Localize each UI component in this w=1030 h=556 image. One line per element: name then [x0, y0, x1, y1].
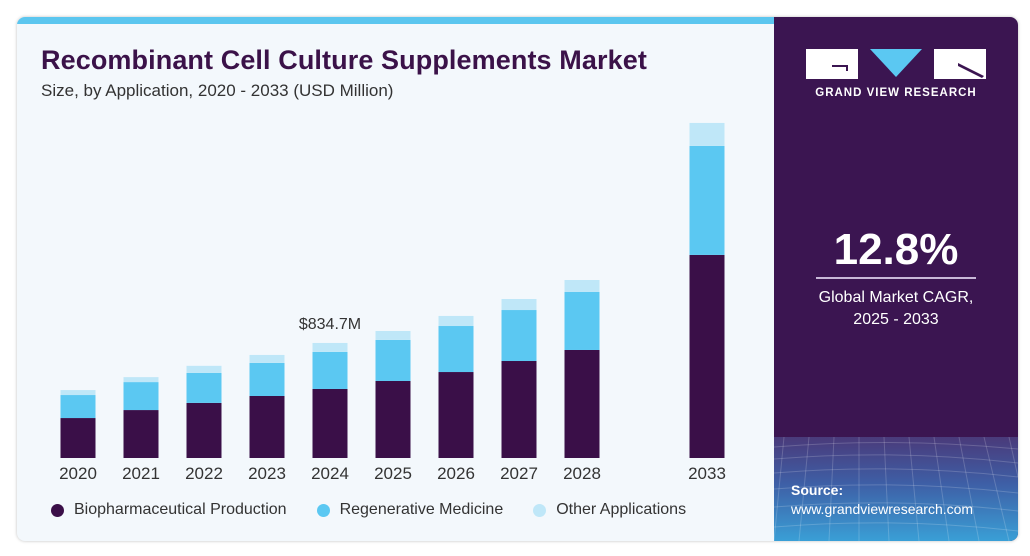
x-tick-label: 2025: [374, 464, 412, 483]
legend-dot-icon: [51, 503, 64, 517]
data-label-2024: $834.7M: [299, 316, 361, 333]
bar-2027-other-applications: [501, 299, 537, 311]
bar-2022-biopharmaceutical-production: [186, 402, 222, 458]
accent-bar: [17, 17, 775, 24]
grid-pattern-icon: [774, 437, 1018, 541]
legend-item-other: Other Applications: [533, 501, 686, 519]
x-tick-label: 2021: [122, 464, 160, 483]
bar-2025-other-applications: [375, 330, 411, 340]
source-url[interactable]: www.grandviewresearch.com: [791, 501, 974, 517]
x-tick-label: 2026: [437, 464, 475, 483]
bar-2023-other-applications: [249, 354, 285, 363]
legend-dot-icon: [533, 503, 547, 517]
cagr-divider: [816, 277, 976, 279]
grand-view-research-logo-icon: [806, 49, 986, 79]
infographic-card: Recombinant Cell Culture Supplements Mar…: [17, 17, 1018, 541]
bar-2028-regenerative-medicine: [564, 291, 600, 350]
bar-2028-biopharmaceutical-production: [564, 349, 600, 458]
legend-item-regenerative: Regenerative Medicine: [316, 501, 504, 519]
decorative-grid-background: Source: www.grandviewresearch.com: [774, 437, 1018, 541]
cagr-value: 12.8%: [833, 225, 959, 274]
bar-2021-biopharmaceutical-production: [123, 410, 159, 458]
bar-2023-biopharmaceutical-production: [249, 396, 285, 458]
legend-label: Biopharmaceutical Production: [74, 501, 287, 518]
bar-2021-regenerative-medicine: [123, 382, 159, 411]
bar-2027-biopharmaceutical-production: [501, 361, 537, 458]
sidebar-panel: GRAND VIEW RESEARCH 12.8% Global Market …: [774, 17, 1018, 541]
bar-2028-other-applications: [564, 279, 600, 292]
cagr-label: Global Market CAGR, 2025 - 2033: [774, 287, 1018, 331]
bar-2033-other-applications: [689, 122, 725, 146]
brand-name: GRAND VIEW RESEARCH: [815, 87, 977, 99]
x-tick-label: 2024: [311, 464, 349, 483]
bar-2027-regenerative-medicine: [501, 310, 537, 362]
bar-2026-regenerative-medicine: [438, 326, 474, 373]
x-tick-label: 2020: [59, 464, 97, 483]
bar-2024-regenerative-medicine: [312, 351, 348, 389]
legend-dot-icon: [316, 503, 330, 517]
stacked-bar-chart: 2020 2021 2022 2023 2024 2025 2026 2027 2028 2033…: [59, 122, 726, 483]
bar-2020-biopharmaceutical-production: [60, 418, 96, 458]
bar-2025-regenerative-medicine: [375, 339, 411, 381]
x-tick-label: 2033: [688, 464, 726, 483]
source-label: Source:: [791, 482, 844, 498]
bar-2020-other-applications: [60, 390, 96, 396]
bar-2024-biopharmaceutical-production: [312, 388, 348, 458]
legend-label: Regenerative Medicine: [339, 501, 504, 518]
bar-2021-other-applications: [123, 377, 159, 383]
chart-title: Recombinant Cell Culture Supplements Mar…: [41, 45, 647, 75]
bar-2026-biopharmaceutical-production: [438, 372, 474, 458]
bar-2022-other-applications: [186, 365, 222, 373]
x-tick-label: 2022: [185, 464, 223, 483]
bar-2024-other-applications: [312, 342, 348, 352]
legend-label: Other Applications: [556, 501, 687, 518]
x-tick-label: 2027: [500, 464, 538, 483]
source-note: Source: www.grandviewresearch.com: [791, 481, 973, 519]
bar-2033-regenerative-medicine: [689, 145, 725, 255]
bar-2020-regenerative-medicine: [60, 395, 96, 419]
x-tick-label: 2028: [563, 464, 601, 483]
cagr-label-line1: Global Market CAGR,: [818, 289, 974, 306]
chart-subtitle: Size, by Application, 2020 - 2033 (USD M…: [41, 81, 394, 100]
bar-2022-regenerative-medicine: [186, 372, 222, 403]
cagr-label-line2: 2025 - 2033: [853, 311, 939, 328]
legend-item-biopharmaceutical: Biopharmaceutical Production: [51, 501, 287, 519]
x-tick-label: 2023: [248, 464, 286, 483]
bar-2033-biopharmaceutical-production: [689, 254, 725, 458]
legend: Biopharmaceutical Production Regenerativ…: [51, 501, 716, 519]
bar-2026-other-applications: [438, 315, 474, 327]
bar-2023-regenerative-medicine: [249, 362, 285, 397]
bar-2025-biopharmaceutical-production: [375, 380, 411, 458]
